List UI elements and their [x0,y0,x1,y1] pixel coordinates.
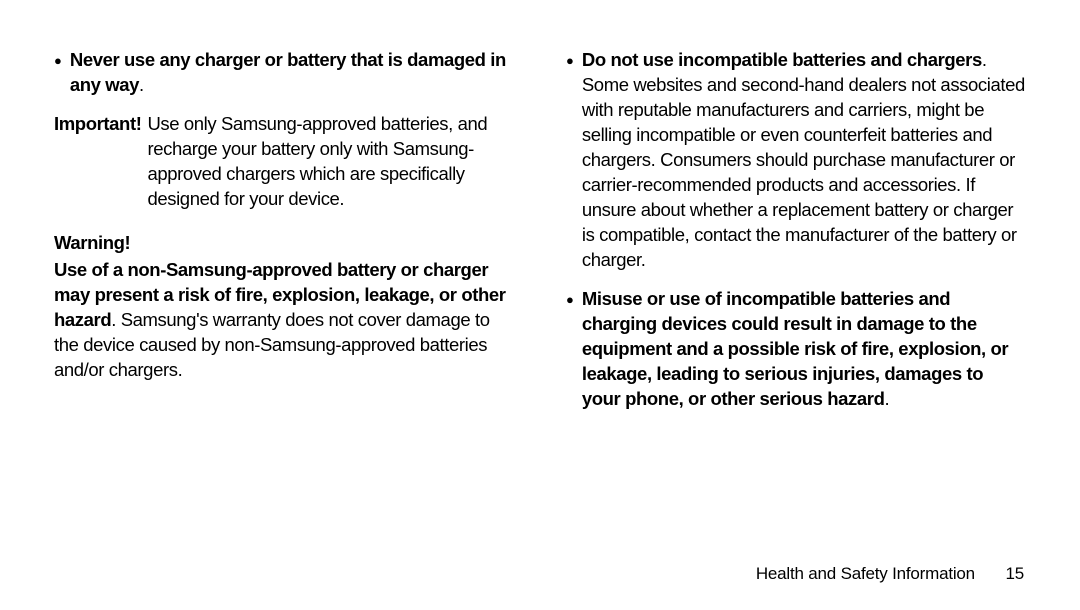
bullet-bold: Do not use incompatible batteries and ch… [582,49,982,70]
left-column: ● Never use any charger or battery that … [40,48,540,580]
bullet-item: ● Misuse or use of incompatible batterie… [566,287,1026,412]
bullet-icon: ● [566,52,574,273]
bullet-text: Do not use incompatible batteries and ch… [582,48,1026,273]
bullet-item: ● Never use any charger or battery that … [54,48,514,98]
important-label: Important! [54,112,141,212]
document-page: ● Never use any charger or battery that … [0,0,1080,610]
bullet-tail: . [139,74,144,95]
bullet-tail: . Some websites and second-hand dealers … [582,49,1025,270]
bullet-bold: Never use any charger or battery that is… [70,49,506,95]
bullet-text: Never use any charger or battery that is… [70,48,514,98]
bullet-text: Misuse or use of incompatible batteries … [582,287,1026,412]
footer-section: Health and Safety Information [756,564,975,583]
warning-tail: . Samsung's warranty does not cover dama… [54,309,490,380]
warning-heading: Warning! [54,232,514,254]
bullet-item: ● Do not use incompatible batteries and … [566,48,1026,273]
warning-body: Use of a non-Samsung-approved battery or… [54,258,514,383]
important-body: Use only Samsung-approved batteries, and… [147,112,514,212]
bullet-tail: . [884,388,889,409]
page-number: 15 [1005,564,1024,583]
bullet-icon: ● [54,52,62,98]
important-note: Important! Use only Samsung-approved bat… [54,112,514,212]
right-column: ● Do not use incompatible batteries and … [540,48,1040,580]
page-footer: Health and Safety Information 15 [756,564,1024,584]
bullet-icon: ● [566,291,574,412]
bullet-bold: Misuse or use of incompatible batteries … [582,288,1008,409]
